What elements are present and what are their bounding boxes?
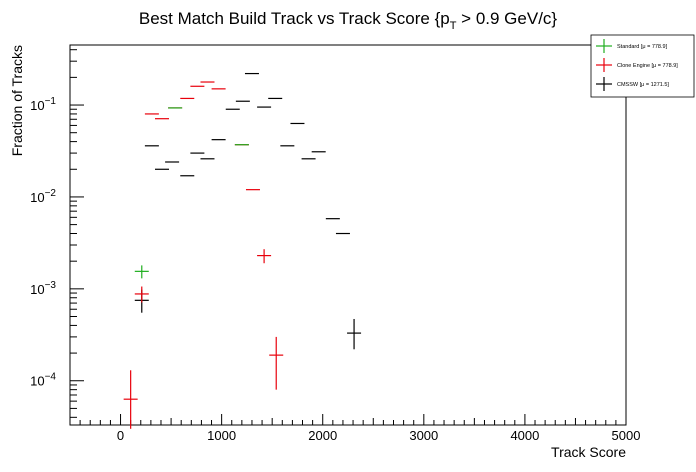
data-point	[347, 318, 362, 350]
chart-title: Best Match Build Track vs Track Score {p…	[139, 9, 558, 32]
x-tick-label: 1000	[207, 428, 236, 443]
legend-entry-cmssw: CMSSW [μ = 1271.5]	[596, 77, 669, 91]
legend-box	[590, 34, 695, 98]
series-clone-engine	[123, 81, 284, 429]
series-cmssw	[134, 72, 362, 350]
y-tick-label: 10−4	[30, 372, 56, 389]
x-tick-label: 0	[117, 428, 124, 443]
x-tick-label: 4000	[510, 428, 539, 443]
y-tick-label: 10−2	[30, 188, 56, 205]
legend-label: CMSSW [μ = 1271.5]	[617, 82, 669, 88]
data-series	[123, 72, 362, 429]
series-standard	[134, 107, 249, 279]
x-tick-label: 5000	[612, 428, 641, 443]
legend-entry-clone-engine: Clone Engine [μ = 778.9]	[596, 58, 678, 72]
data-point	[134, 265, 149, 279]
x-tick-label: 2000	[308, 428, 337, 443]
data-point	[123, 370, 138, 429]
y-axis-label: Fraction of Tracks	[9, 45, 25, 156]
x-axis: 0 1000 2000 3000 4000 5000	[69, 414, 641, 443]
legend-label: Standard [μ = 778.9]	[617, 44, 668, 50]
legend-label: Clone Engine [μ = 778.9]	[617, 63, 678, 69]
y-tick-label: 10−3	[30, 280, 56, 297]
data-point	[134, 286, 149, 303]
y-tick-label: 10−1	[30, 96, 56, 113]
x-tick-label: 3000	[409, 428, 438, 443]
legend: Standard [μ = 778.9] Clone Engine [μ = 77…	[590, 34, 695, 98]
data-point	[269, 336, 284, 390]
plot-frame	[69, 44, 627, 426]
x-axis-label: Track Score	[551, 444, 626, 460]
data-point	[257, 249, 272, 264]
legend-entry-standard: Standard [μ = 778.9]	[596, 39, 668, 53]
y-axis: 10−4 10−3 10−2 10−1	[30, 49, 84, 418]
